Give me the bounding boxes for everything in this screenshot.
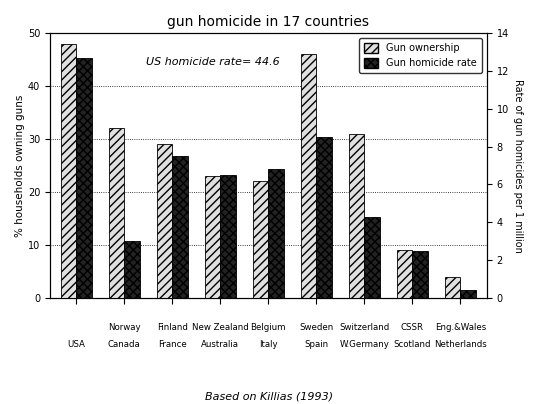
Bar — [445, 277, 461, 298]
Bar — [412, 250, 428, 298]
Bar — [301, 54, 316, 298]
Title: gun homicide in 17 countries: gun homicide in 17 countries — [167, 15, 369, 29]
Bar — [349, 134, 364, 298]
Text: New Zealand: New Zealand — [192, 323, 249, 332]
Bar — [157, 144, 172, 298]
Text: Spain: Spain — [305, 340, 328, 349]
Text: US homicide rate= 44.6: US homicide rate= 44.6 — [146, 57, 280, 67]
Text: Sweden: Sweden — [299, 323, 334, 332]
Bar — [109, 128, 124, 298]
Text: CSSR: CSSR — [401, 323, 424, 332]
Text: USA: USA — [67, 340, 85, 349]
Text: Netherlands: Netherlands — [434, 340, 487, 349]
Text: France: France — [158, 340, 187, 349]
Text: Eng.&Wales: Eng.&Wales — [435, 323, 486, 332]
Text: W.Germany: W.Germany — [339, 340, 390, 349]
Text: Finland: Finland — [157, 323, 188, 332]
Bar — [172, 156, 188, 298]
Bar — [397, 250, 412, 298]
Y-axis label: % households owning guns: % households owning guns — [15, 94, 25, 237]
Text: Italy: Italy — [259, 340, 278, 349]
Bar — [61, 44, 76, 298]
Bar — [253, 181, 268, 298]
Bar — [461, 290, 476, 298]
Legend: Gun ownership, Gun homicide rate: Gun ownership, Gun homicide rate — [359, 38, 482, 73]
Bar — [364, 217, 380, 298]
Text: Canada: Canada — [108, 340, 140, 349]
Bar — [268, 169, 284, 298]
Bar — [205, 176, 220, 298]
Bar — [124, 241, 140, 298]
Bar — [76, 57, 91, 298]
Text: Australia: Australia — [201, 340, 239, 349]
Y-axis label: Rate of gun homicides per 1 million: Rate of gun homicides per 1 million — [513, 78, 523, 252]
Text: Norway: Norway — [108, 323, 140, 332]
Bar — [316, 137, 331, 298]
Text: Scotland: Scotland — [394, 340, 431, 349]
Text: Belgium: Belgium — [251, 323, 286, 332]
Text: Based on Killias (1993): Based on Killias (1993) — [205, 392, 333, 402]
Text: Switzerland: Switzerland — [339, 323, 390, 332]
Bar — [220, 175, 236, 298]
